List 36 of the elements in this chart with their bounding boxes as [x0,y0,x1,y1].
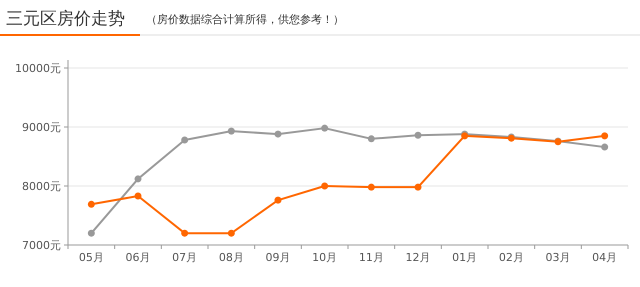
point [321,182,328,190]
x-tick-label: 03月 [546,251,570,264]
x-tick-label: 10月 [312,251,338,264]
x-tick-label: 04月 [592,251,618,264]
x-tick-label: 07月 [172,251,198,264]
x-tick-label: 08月 [218,251,244,264]
point [601,144,608,151]
point [414,184,422,191]
x-tick-label: 01月 [452,251,478,264]
point [601,132,608,140]
point [368,184,375,191]
x-tick-label: 05月 [78,251,104,264]
y-tick-label: 10000元 [15,62,61,75]
point [88,200,95,208]
y-tick-label: 7000元 [22,239,61,252]
point [228,230,235,237]
x-tick-label: 06月 [126,251,150,264]
x-tick-label: 12月 [406,251,430,264]
chart-subtitle: （房价数据综合计算所得，供您参考！） [146,13,344,26]
point [134,175,142,182]
point [134,192,142,200]
point [274,196,282,204]
point [414,132,422,139]
x-tick-label: 11月 [358,251,384,264]
x-tick-label: 09月 [266,251,290,264]
x-tick-label: 02月 [498,251,524,264]
y-tick-label: 9000元 [22,121,61,134]
point [181,136,188,144]
point [274,130,282,138]
point [228,128,235,135]
point [321,124,328,132]
y-tick-label: 8000元 [22,180,61,193]
point [368,135,375,142]
chart-title: 三元区房价走势 [6,9,125,29]
point [88,230,95,237]
point [181,230,188,237]
